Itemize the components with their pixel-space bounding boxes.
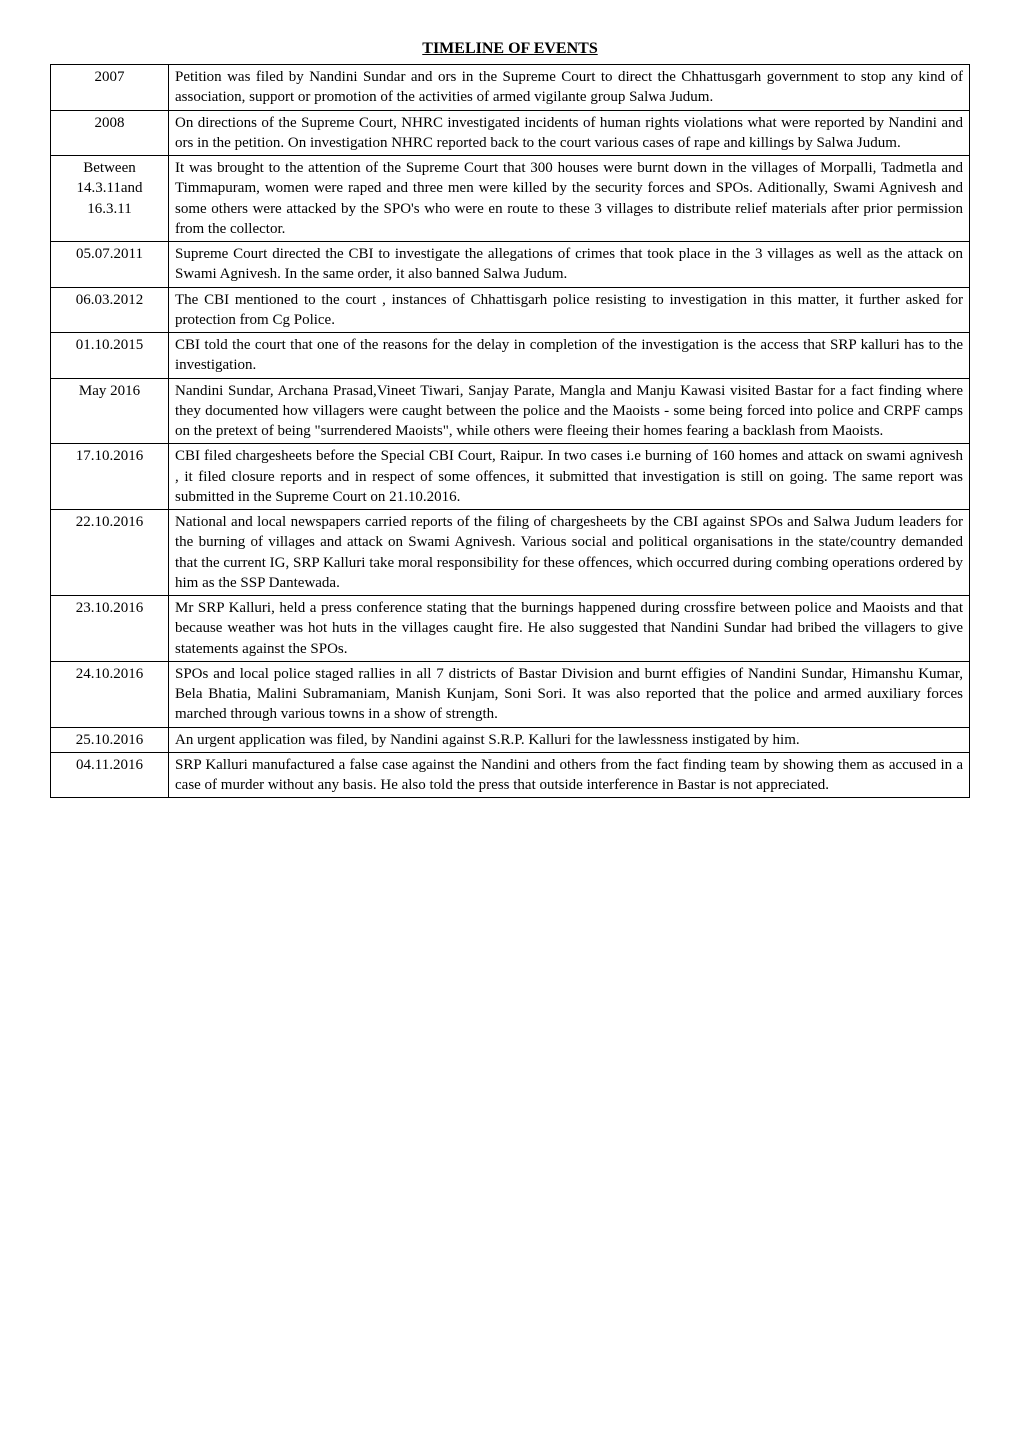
event-cell: CBI told the court that one of the reaso… bbox=[169, 333, 970, 379]
table-row: 23.10.2016Mr SRP Kalluri, held a press c… bbox=[51, 596, 970, 662]
table-row: 06.03.2012The CBI mentioned to the court… bbox=[51, 287, 970, 333]
timeline-table: 2007Petition was filed by Nandini Sundar… bbox=[50, 64, 970, 798]
event-cell: Petition was filed by Nandini Sundar and… bbox=[169, 65, 970, 111]
date-cell: Between 14.3.11and 16.3.11 bbox=[51, 156, 169, 242]
date-cell: 2007 bbox=[51, 65, 169, 111]
table-row: 22.10.2016National and local newspapers … bbox=[51, 510, 970, 596]
table-row: 25.10.2016An urgent application was file… bbox=[51, 727, 970, 752]
document-title: TIMELINE OF EVENTS bbox=[50, 40, 970, 58]
event-cell: CBI filed chargesheets before the Specia… bbox=[169, 444, 970, 510]
event-cell: The CBI mentioned to the court , instanc… bbox=[169, 287, 970, 333]
date-cell: 05.07.2011 bbox=[51, 242, 169, 288]
date-cell: 22.10.2016 bbox=[51, 510, 169, 596]
event-cell: SRP Kalluri manufactured a false case ag… bbox=[169, 752, 970, 798]
date-cell: 01.10.2015 bbox=[51, 333, 169, 379]
date-cell: 25.10.2016 bbox=[51, 727, 169, 752]
date-cell: 06.03.2012 bbox=[51, 287, 169, 333]
timeline-tbody: 2007Petition was filed by Nandini Sundar… bbox=[51, 65, 970, 798]
event-cell: On directions of the Supreme Court, NHRC… bbox=[169, 110, 970, 156]
event-cell: Supreme Court directed the CBI to invest… bbox=[169, 242, 970, 288]
table-row: 17.10.2016CBI filed chargesheets before … bbox=[51, 444, 970, 510]
date-cell: 2008 bbox=[51, 110, 169, 156]
table-row: May 2016Nandini Sundar, Archana Prasad,V… bbox=[51, 378, 970, 444]
date-cell: May 2016 bbox=[51, 378, 169, 444]
event-cell: Nandini Sundar, Archana Prasad,Vineet Ti… bbox=[169, 378, 970, 444]
date-cell: 23.10.2016 bbox=[51, 596, 169, 662]
table-row: 2007Petition was filed by Nandini Sundar… bbox=[51, 65, 970, 111]
event-cell: An urgent application was filed, by Nand… bbox=[169, 727, 970, 752]
event-cell: National and local newspapers carried re… bbox=[169, 510, 970, 596]
table-row: 24.10.2016SPOs and local police staged r… bbox=[51, 661, 970, 727]
date-cell: 17.10.2016 bbox=[51, 444, 169, 510]
event-cell: It was brought to the attention of the S… bbox=[169, 156, 970, 242]
date-cell: 24.10.2016 bbox=[51, 661, 169, 727]
event-cell: Mr SRP Kalluri, held a press conference … bbox=[169, 596, 970, 662]
table-row: 04.11.2016SRP Kalluri manufactured a fal… bbox=[51, 752, 970, 798]
event-cell: SPOs and local police staged rallies in … bbox=[169, 661, 970, 727]
date-cell: 04.11.2016 bbox=[51, 752, 169, 798]
table-row: 2008On directions of the Supreme Court, … bbox=[51, 110, 970, 156]
table-row: Between 14.3.11and 16.3.11It was brought… bbox=[51, 156, 970, 242]
table-row: 01.10.2015CBI told the court that one of… bbox=[51, 333, 970, 379]
table-row: 05.07.2011Supreme Court directed the CBI… bbox=[51, 242, 970, 288]
